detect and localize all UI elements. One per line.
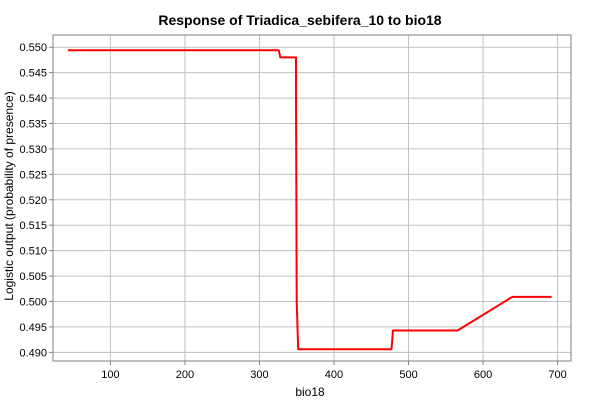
y-tick-label: 0.495 [19, 322, 47, 334]
y-tick-label: 0.545 [19, 68, 47, 80]
x-tick-label: 700 [548, 369, 566, 381]
response-curve [67, 49, 552, 351]
y-tick-label: 0.515 [19, 220, 47, 232]
x-tick-label: 200 [176, 369, 194, 381]
x-tick-label: 500 [399, 369, 417, 381]
grid [53, 35, 571, 361]
y-tick-label: 0.490 [19, 347, 47, 359]
axis-ticks: 100 200 300 400 500 600 700 0.490 0.495 0.500 0.50… [19, 42, 566, 381]
x-tick-label: 600 [474, 369, 492, 381]
x-axis-label: bio18 [295, 385, 325, 399]
y-tick-label: 0.510 [19, 246, 47, 258]
y-tick-label: 0.525 [19, 169, 47, 181]
y-tick-label: 0.550 [19, 42, 47, 54]
y-tick-label: 0.500 [19, 296, 47, 308]
chart-title: Response of Triadica_sebifera_10 to bio1… [158, 12, 441, 28]
x-tick-label: 400 [325, 369, 343, 381]
x-tick-label: 100 [101, 369, 119, 381]
y-axis-label: Logistic output (probability of presence… [2, 91, 16, 300]
y-tick-label: 0.505 [19, 271, 47, 283]
x-tick-label: 300 [250, 369, 268, 381]
y-tick-label: 0.540 [19, 93, 47, 105]
series-layer [67, 49, 552, 351]
y-tick-label: 0.530 [19, 144, 47, 156]
y-tick-label: 0.535 [19, 118, 47, 130]
y-tick-label: 0.520 [19, 195, 47, 207]
plot-frame [52, 34, 572, 362]
